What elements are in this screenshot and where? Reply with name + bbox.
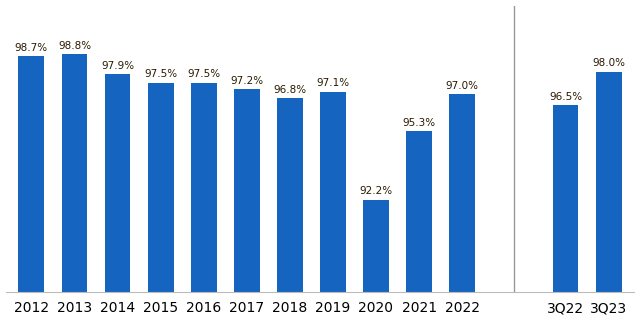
Bar [191, 83, 216, 292]
Text: 97.5%: 97.5% [144, 69, 177, 80]
Text: 97.0%: 97.0% [445, 81, 479, 91]
Text: 96.5%: 96.5% [549, 91, 582, 101]
Text: 92.2%: 92.2% [360, 187, 392, 196]
Bar [234, 90, 260, 292]
Text: 97.1%: 97.1% [316, 78, 349, 88]
Text: 98.0%: 98.0% [592, 58, 625, 68]
Bar [363, 200, 389, 292]
Bar [277, 98, 303, 292]
Text: 96.8%: 96.8% [273, 85, 307, 95]
Bar [406, 131, 432, 292]
Text: 98.7%: 98.7% [15, 43, 48, 53]
Text: 95.3%: 95.3% [403, 118, 436, 128]
Text: 97.5%: 97.5% [187, 69, 220, 80]
Text: 97.2%: 97.2% [230, 76, 263, 86]
Bar [104, 74, 131, 292]
Text: 98.8%: 98.8% [58, 41, 91, 51]
Bar [449, 94, 475, 292]
Bar [61, 54, 88, 292]
Bar [148, 83, 173, 292]
Bar [596, 72, 621, 292]
Bar [320, 91, 346, 292]
Bar [19, 56, 44, 292]
Bar [552, 105, 579, 292]
Text: 97.9%: 97.9% [101, 61, 134, 71]
